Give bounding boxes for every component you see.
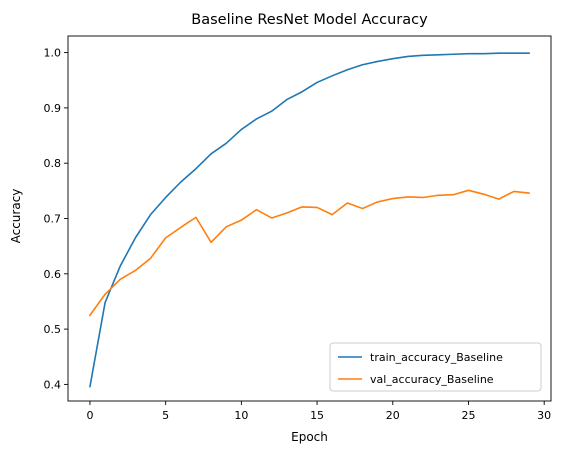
chart-title: Baseline ResNet Model Accuracy: [191, 12, 428, 28]
series-line-0: [89, 52, 530, 388]
y-tick-label-0: 0.4: [44, 378, 62, 391]
x-axis-label: Epoch: [291, 430, 328, 444]
y-tick-label-4: 0.8: [44, 157, 62, 170]
y-axis-label: Accuracy: [9, 189, 23, 244]
x-tick-label-3: 15: [310, 409, 324, 422]
plot-area: 0 5 10 15 20 25 30 0.4 0.5 0.6 0.7 0.8 0.9 1.0 train_a…: [44, 35, 552, 422]
y-tick-label-1: 0.5: [44, 323, 62, 336]
x-tick-label-1: 5: [162, 409, 169, 422]
series-line-1: [88, 189, 530, 317]
legend-label-0: train_accuracy_Baseline: [370, 351, 503, 364]
x-tick-label-6: 30: [537, 409, 551, 422]
legend-label-1: val_accuracy_Baseline: [370, 373, 494, 386]
y-tick-label-6: 1.0: [44, 47, 62, 60]
x-tick-label-2: 10: [234, 409, 248, 422]
legend: train_accuracy_Baseline val_accuracy_Base…: [329, 342, 542, 392]
x-tick-label-5: 25: [461, 409, 475, 422]
x-tick-label-4: 20: [386, 409, 400, 422]
y-tick-label-2: 0.6: [44, 268, 62, 281]
y-tick-label-5: 0.9: [44, 102, 62, 115]
x-tick-label-0: 0: [86, 409, 93, 422]
legend-box: [329, 342, 542, 392]
y-tick-label-3: 0.7: [44, 213, 62, 226]
